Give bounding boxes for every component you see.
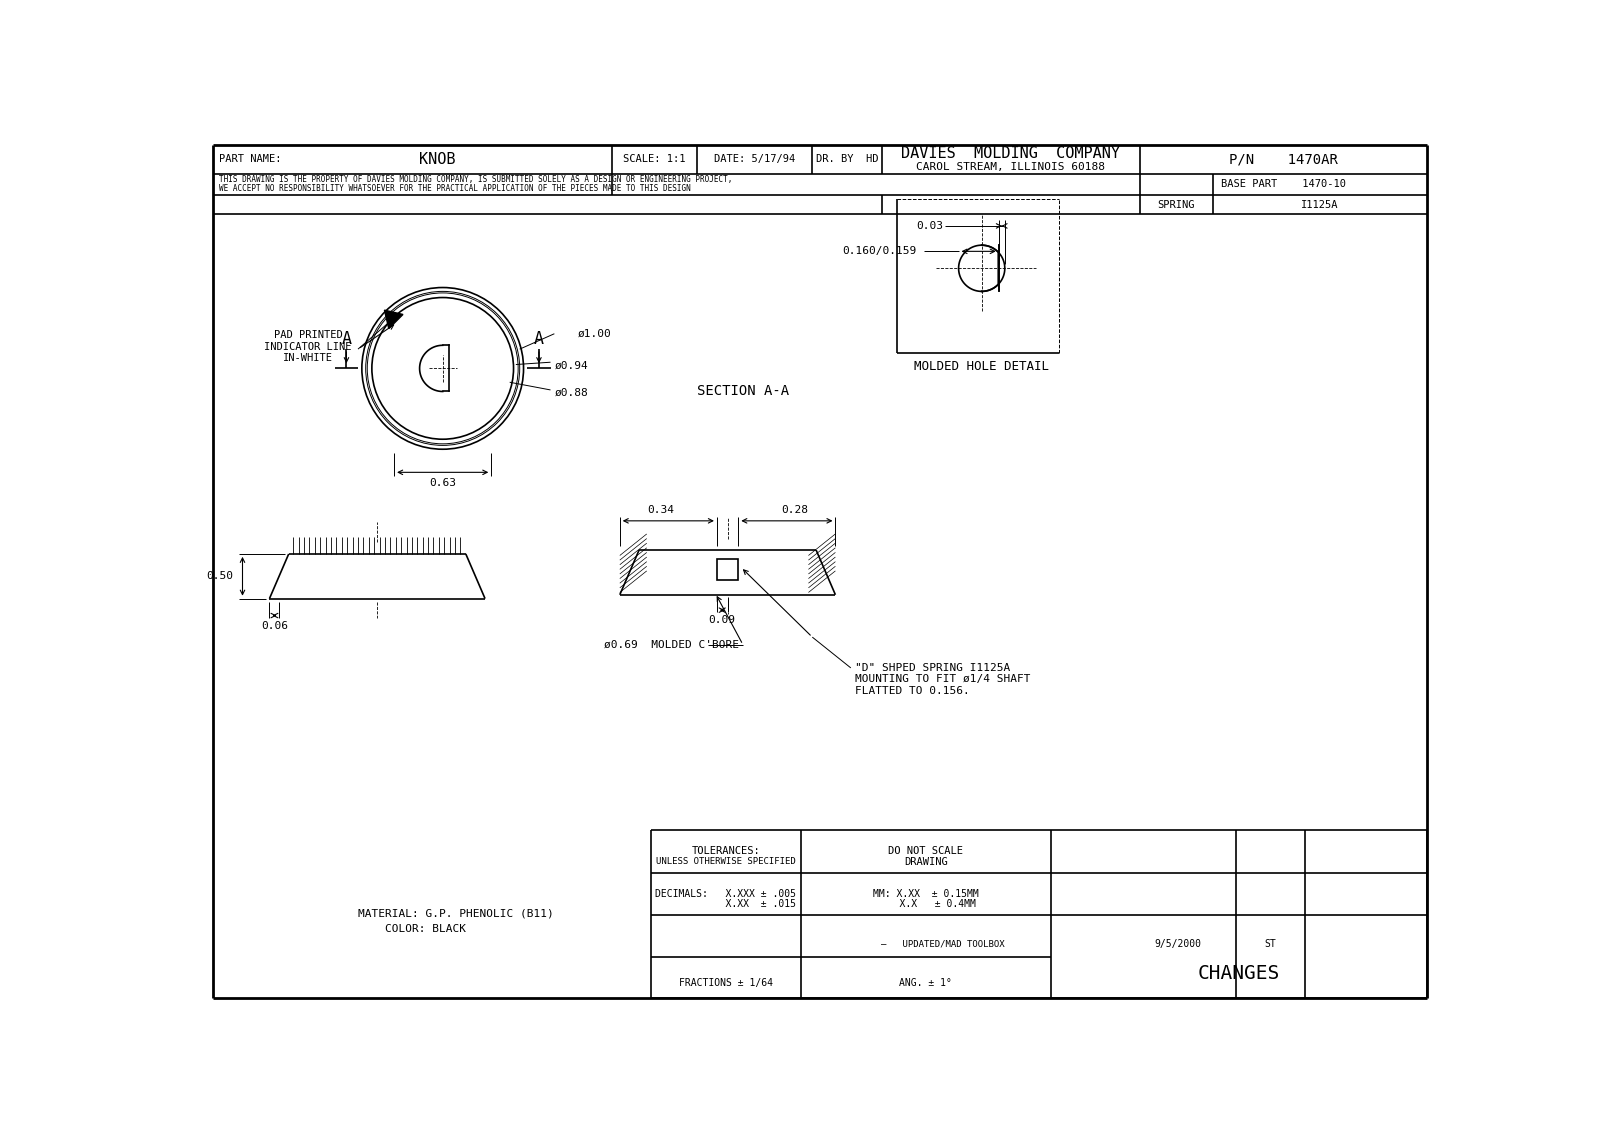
- Text: THIS DRAWING IS THE PROPERTY OF DAVIES MOLDING COMPANY, IS SUBMITTED SOLELY AS A: THIS DRAWING IS THE PROPERTY OF DAVIES M…: [219, 175, 733, 185]
- Text: ø0.69  MOLDED C'BORE: ø0.69 MOLDED C'BORE: [605, 640, 739, 650]
- Text: 0.50: 0.50: [206, 572, 234, 581]
- Text: P/N    1470AR: P/N 1470AR: [1229, 153, 1338, 166]
- Text: PART NAME:: PART NAME:: [219, 154, 282, 164]
- Text: UNLESS OTHERWISE SPECIFIED: UNLESS OTHERWISE SPECIFIED: [656, 857, 795, 866]
- Text: MATERIAL: G.P. PHENOLIC (B11): MATERIAL: G.P. PHENOLIC (B11): [358, 909, 554, 918]
- Text: SPRING: SPRING: [1157, 199, 1195, 209]
- Text: ø0.88: ø0.88: [554, 388, 589, 398]
- Text: WE ACCEPT NO RESPONSIBILITY WHATSOEVER FOR THE PRACTICAL APPLICATION OF THE PIEC: WE ACCEPT NO RESPONSIBILITY WHATSOEVER F…: [219, 185, 691, 194]
- Text: KNOB: KNOB: [419, 152, 454, 166]
- Text: I1125A: I1125A: [1301, 199, 1339, 209]
- Text: –   UPDATED/MAD TOOLBOX: – UPDATED/MAD TOOLBOX: [882, 940, 1005, 949]
- Text: IN-WHITE: IN-WHITE: [283, 353, 333, 363]
- Text: DR. BY  HD: DR. BY HD: [816, 154, 878, 164]
- Text: 9/5/2000: 9/5/2000: [1155, 940, 1202, 950]
- Text: 0.06: 0.06: [261, 620, 288, 631]
- Text: 0.63: 0.63: [429, 478, 456, 488]
- Text: 0.09: 0.09: [709, 615, 736, 625]
- Text: X.XX  ± .015: X.XX ± .015: [654, 899, 797, 909]
- Text: CHANGES: CHANGES: [1198, 964, 1280, 984]
- Text: SECTION A-A: SECTION A-A: [698, 385, 789, 398]
- Text: 0.34: 0.34: [646, 505, 674, 515]
- Text: FRACTIONS ± 1/64: FRACTIONS ± 1/64: [678, 978, 773, 988]
- Text: SCALE: 1:1: SCALE: 1:1: [624, 154, 686, 164]
- Text: X.X   ± 0.4MM: X.X ± 0.4MM: [875, 899, 976, 909]
- Text: MOLDED HOLE DETAIL: MOLDED HOLE DETAIL: [914, 360, 1050, 374]
- Text: 0.03: 0.03: [917, 221, 944, 231]
- Text: "D" SHPED SPRING I1125A: "D" SHPED SPRING I1125A: [854, 663, 1010, 672]
- Text: FLATTED TO 0.156.: FLATTED TO 0.156.: [854, 686, 970, 696]
- Text: MOUNTING TO FIT ø1/4 SHAFT: MOUNTING TO FIT ø1/4 SHAFT: [854, 675, 1030, 685]
- Text: DECIMALS:   X.XXX ± .005: DECIMALS: X.XXX ± .005: [654, 889, 797, 899]
- Text: INDICATOR LINE: INDICATOR LINE: [264, 342, 352, 352]
- Text: DAVIES  MOLDING  COMPANY: DAVIES MOLDING COMPANY: [901, 146, 1120, 161]
- Text: DRAWING: DRAWING: [904, 857, 947, 867]
- Text: ø0.94: ø0.94: [554, 360, 589, 370]
- Text: DO NOT SCALE: DO NOT SCALE: [888, 847, 963, 856]
- Text: ø1.00: ø1.00: [578, 328, 611, 338]
- Text: MM: X.XX  ± 0.15MM: MM: X.XX ± 0.15MM: [874, 889, 979, 899]
- Text: BASE PART    1470-10: BASE PART 1470-10: [1221, 179, 1346, 189]
- Text: COLOR: BLACK: COLOR: BLACK: [358, 924, 466, 934]
- Polygon shape: [384, 310, 403, 328]
- Text: TOLERANCES:: TOLERANCES:: [691, 847, 760, 856]
- Text: PAD PRINTED: PAD PRINTED: [274, 331, 342, 341]
- Text: ST: ST: [1264, 940, 1277, 950]
- Text: CAROL STREAM, ILLINOIS 60188: CAROL STREAM, ILLINOIS 60188: [917, 162, 1106, 172]
- Bar: [717, 558, 738, 580]
- Text: ANG. ± 1°: ANG. ± 1°: [899, 978, 952, 988]
- Text: 0.28: 0.28: [781, 505, 808, 515]
- Text: A: A: [534, 331, 544, 349]
- Text: 0.160/0.159: 0.160/0.159: [842, 247, 917, 256]
- Text: DATE: 5/17/94: DATE: 5/17/94: [714, 154, 795, 164]
- Text: A: A: [341, 331, 352, 349]
